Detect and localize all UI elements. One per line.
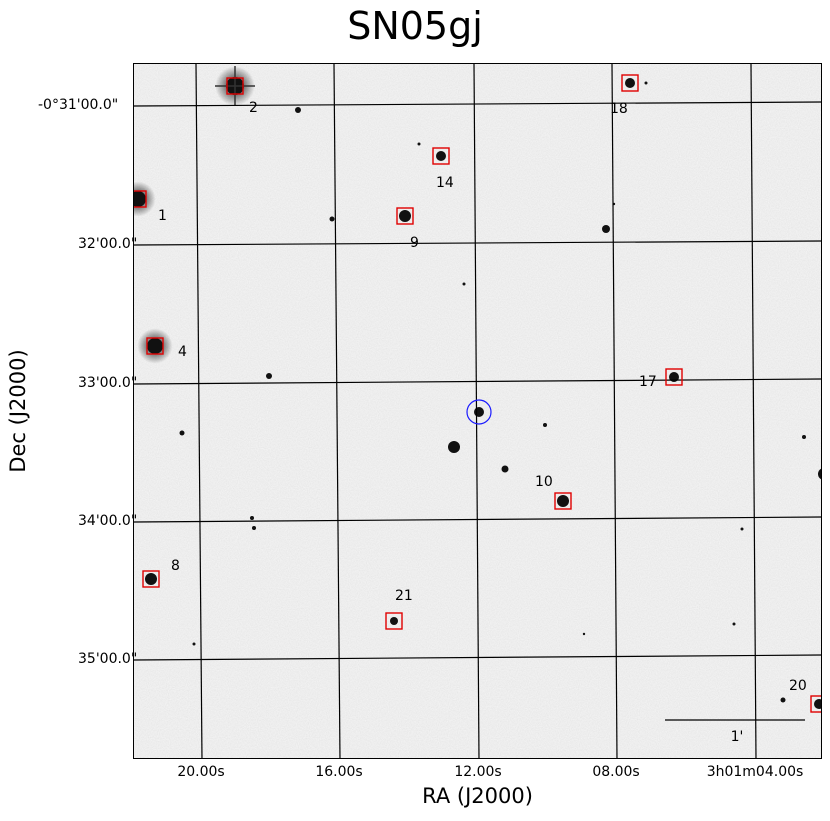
star (732, 622, 736, 626)
star (399, 210, 411, 222)
ref-label-18: 18 (610, 101, 628, 117)
grid-line-ra-20s (195, 64, 203, 758)
star (448, 441, 460, 453)
star (192, 642, 196, 646)
star (602, 225, 610, 233)
star (625, 78, 635, 88)
y-tick-label: 32'00.0" (78, 236, 138, 252)
x-tick-label: 12.00s (454, 764, 502, 780)
ref-label-1: 1 (158, 208, 167, 224)
grid-line-dec-32 (134, 240, 821, 246)
x-tick-label: 08.00s (592, 764, 640, 780)
scale-bar-label: 1' (731, 729, 744, 745)
star (462, 282, 466, 286)
x-axis-label: RA (J2000) (422, 784, 533, 808)
grid-line-ra-16s (333, 64, 341, 758)
star (543, 423, 547, 427)
reference-star-labels: 1 2 4 8 9 10 14 17 18 20 21 (158, 100, 807, 694)
star (390, 617, 398, 625)
ref-label-21: 21 (395, 588, 413, 604)
supernova-marker (466, 399, 492, 425)
star (582, 632, 586, 636)
star (252, 526, 256, 530)
ref-label-8: 8 (171, 558, 180, 574)
grid-line-ra-12s (473, 64, 480, 758)
star (266, 373, 272, 379)
ref-label-14: 14 (436, 175, 454, 191)
star (802, 435, 806, 439)
ref-box-2 (226, 77, 244, 95)
ref-box-8 (142, 570, 160, 588)
star (250, 516, 254, 520)
star (818, 468, 821, 480)
star (145, 573, 157, 585)
star (417, 142, 421, 146)
ref-box-10 (554, 492, 572, 510)
ref-label-17: 17 (639, 374, 657, 390)
grid-line-dec-31 (134, 101, 821, 107)
ref-label-10: 10 (535, 474, 553, 490)
grid-line-ra-08s (611, 64, 618, 758)
ref-box-17 (665, 368, 683, 386)
star (780, 697, 786, 703)
star (147, 338, 163, 354)
y-axis-label: Dec (J2000) (6, 349, 30, 473)
y-tick-label: 34'00.0" (78, 513, 138, 529)
y-tick-label: -0°31'00.0" (38, 97, 119, 113)
star (295, 107, 301, 113)
star (179, 430, 185, 436)
star (814, 699, 821, 709)
ref-label-9: 9 (410, 235, 419, 251)
ref-label-4: 4 (178, 344, 187, 360)
x-tick-label: 20.00s (177, 764, 225, 780)
x-tick-label: 3h01m04.00s (706, 764, 804, 780)
star (501, 465, 509, 473)
x-tick-label: 16.00s (315, 764, 363, 780)
grid-line-dec-34 (134, 516, 821, 523)
grid-line-dec-33 (134, 378, 821, 385)
grid-line-ra-04s (750, 64, 757, 758)
ref-box-9 (396, 207, 414, 225)
y-tick-label: 35'00.0" (78, 651, 138, 667)
y-tick-label: 33'00.0" (78, 375, 138, 391)
star (436, 151, 446, 161)
star (740, 527, 744, 531)
finder-chart: 1' 1 2 4 8 9 10 14 17 18 20 21 (134, 64, 821, 758)
star (474, 407, 484, 417)
star (644, 81, 648, 85)
ref-box-21 (385, 612, 403, 630)
ref-box-14 (432, 147, 450, 165)
ref-box-4 (146, 337, 164, 355)
ref-label-20: 20 (789, 678, 807, 694)
ref-label-2: 2 (249, 100, 258, 116)
star (557, 495, 569, 507)
sky-image: 1' 1 2 4 8 9 10 14 17 18 20 21 (133, 63, 822, 759)
stars-layer (134, 66, 821, 709)
ref-box-20 (810, 695, 821, 713)
star (134, 191, 146, 207)
ref-box-18 (621, 74, 639, 92)
ref-box-1 (134, 190, 147, 208)
coordinate-grid (134, 64, 821, 758)
figure-title: SN05gj (347, 4, 483, 48)
reference-star-boxes (134, 74, 821, 713)
star (329, 216, 335, 222)
